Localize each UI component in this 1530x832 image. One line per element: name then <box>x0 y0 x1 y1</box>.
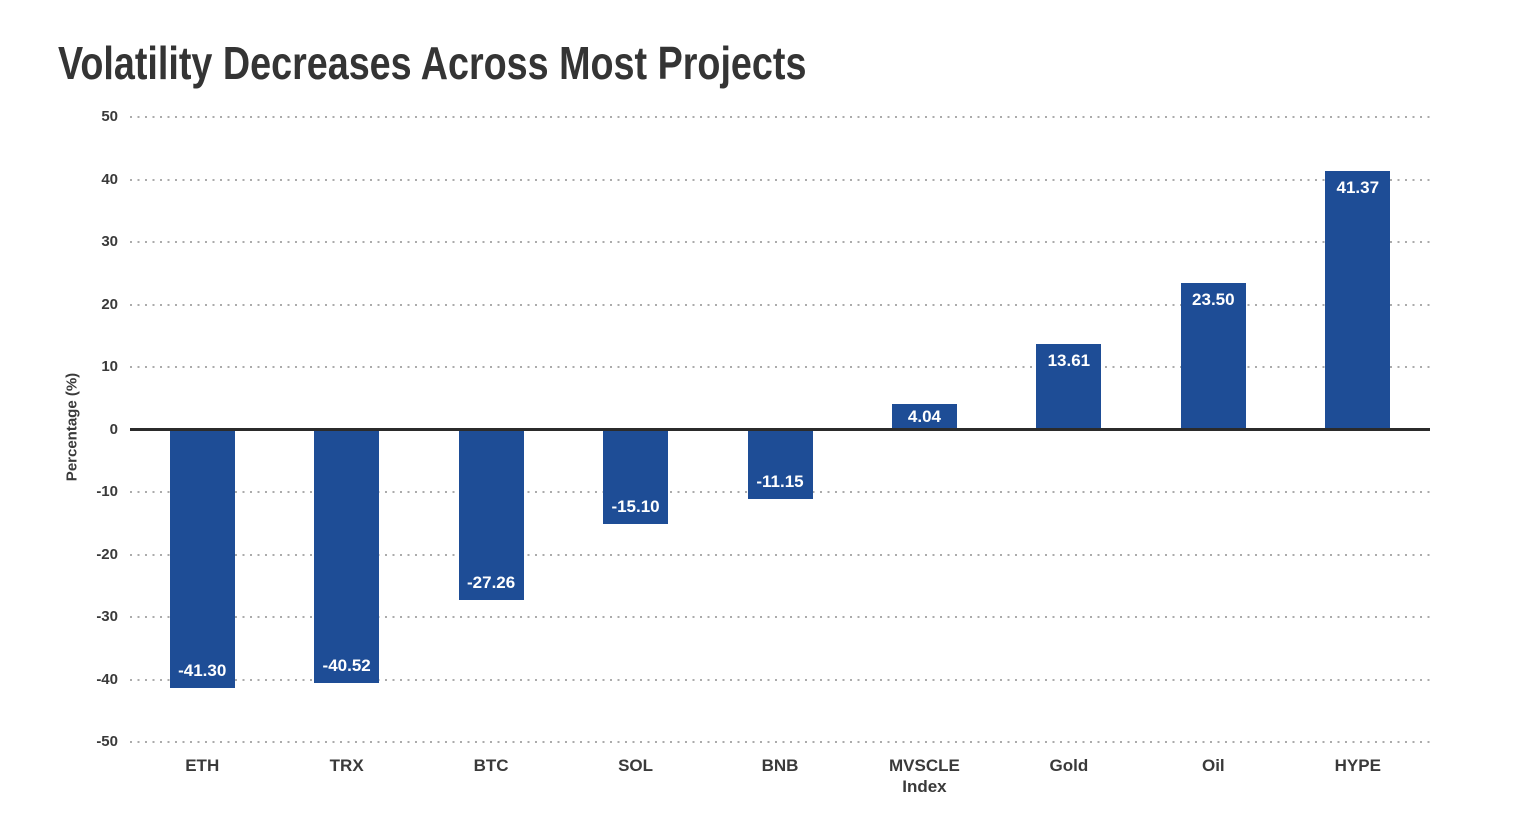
ytick-10: 10 <box>101 358 118 375</box>
xtick-trx: TRX <box>329 756 364 775</box>
plot-area: -41.30 -40.52 -27.26 -15.10 -11.15 4.04 13.61 2… <box>130 116 1430 743</box>
bar-value-label: -40.52 <box>322 655 371 675</box>
bar-bnb: -11.15 <box>747 429 813 500</box>
bar-value-label: 41.37 <box>1336 177 1380 197</box>
bar-btc: -27.26 <box>458 429 524 600</box>
xtick-hype: HYPE <box>1334 756 1381 775</box>
xtick-gold: Gold <box>1049 756 1089 775</box>
xtick-mvscle-index: MVSCLE Index <box>889 756 960 796</box>
gridline-10 <box>130 366 1430 368</box>
gridline-50 <box>130 116 1430 118</box>
ytick--10: -10 <box>96 483 118 500</box>
xtick-btc: BTC <box>473 756 509 775</box>
bar-hype: 41.37 <box>1325 170 1391 430</box>
chart-title: Volatility Decreases Across Most Project… <box>58 37 807 89</box>
gridline-30 <box>130 241 1430 243</box>
bar-sol: -15.10 <box>603 429 669 524</box>
bar-value-label: 23.50 <box>1192 289 1235 309</box>
ytick--30: -30 <box>96 608 118 625</box>
bar-trx: -40.52 <box>314 429 380 683</box>
ytick--20: -20 <box>96 545 118 563</box>
bar-value-label: -11.15 <box>756 472 804 492</box>
xtick-sol: SOL <box>618 756 654 775</box>
gridline--40 <box>130 678 1430 681</box>
xtick-bnb: BNB <box>761 756 799 775</box>
ytick--40: -40 <box>96 670 118 688</box>
bar-mvscle-index: 4.04 <box>891 404 957 430</box>
gridline--30 <box>130 616 1430 618</box>
gridline-40 <box>130 178 1430 181</box>
bar-value-label: -15.10 <box>611 496 660 516</box>
bar-value-label: -41.30 <box>178 660 227 680</box>
bar-value-label: 4.04 <box>907 406 941 426</box>
bar-value-label: 13.61 <box>1047 351 1091 371</box>
ytick-50: 50 <box>101 108 118 125</box>
bar-eth: -41.30 <box>169 429 235 688</box>
gridline--50 <box>130 741 1430 743</box>
ytick-0: 0 <box>109 420 118 438</box>
gridline-20 <box>130 303 1430 306</box>
bar-oil: 23.50 <box>1180 282 1246 430</box>
xtick-eth: ETH <box>185 756 220 775</box>
bar-value-label: -27.26 <box>467 572 516 592</box>
gridline--20 <box>130 553 1430 556</box>
bar-gold: 13.61 <box>1036 344 1102 430</box>
xtick-oil: Oil <box>1201 756 1225 775</box>
ytick--50: -50 <box>96 733 118 750</box>
ytick-30: 30 <box>101 233 118 250</box>
ytick-20: 20 <box>101 295 118 313</box>
zero-axis-line <box>130 428 1430 431</box>
ytick-40: 40 <box>101 170 118 188</box>
